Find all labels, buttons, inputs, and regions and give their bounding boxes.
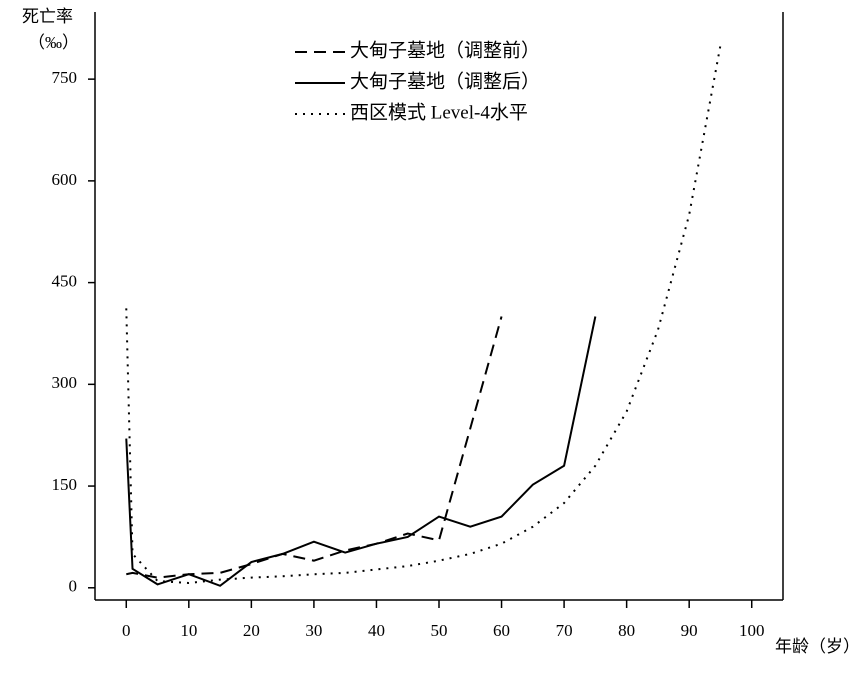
x-tick-label: 50 bbox=[431, 621, 448, 640]
legend-label: 大甸子墓地（调整后） bbox=[350, 70, 540, 92]
x-tick-label: 10 bbox=[180, 621, 197, 640]
x-tick-label: 70 bbox=[556, 621, 573, 640]
x-tick-label: 0 bbox=[122, 621, 131, 640]
y-tick-label: 300 bbox=[52, 373, 78, 392]
x-tick-label: 20 bbox=[243, 621, 260, 640]
y-tick-label: 600 bbox=[52, 170, 78, 189]
x-tick-label: 100 bbox=[739, 621, 765, 640]
series-line bbox=[125, 316, 597, 587]
y-tick-label: 0 bbox=[69, 577, 78, 596]
y-axis-unit: （‰） bbox=[28, 33, 79, 52]
x-tick-label: 80 bbox=[618, 621, 635, 640]
y-tick-label: 750 bbox=[52, 68, 78, 87]
y-axis-title: 死亡率 bbox=[22, 7, 73, 26]
legend-label: 西区模式 Level-4水平 bbox=[350, 101, 528, 123]
legend-label: 大甸子墓地（调整前） bbox=[350, 39, 540, 61]
x-axis-title: 年龄（岁） bbox=[775, 637, 860, 656]
x-tick-label: 40 bbox=[368, 621, 385, 640]
series-line bbox=[126, 316, 503, 579]
series-line bbox=[125, 45, 722, 585]
x-tick-label: 30 bbox=[305, 621, 322, 640]
y-tick-label: 150 bbox=[52, 475, 78, 494]
x-tick-label: 60 bbox=[493, 621, 510, 640]
x-tick-label: 90 bbox=[681, 621, 698, 640]
y-tick-label: 450 bbox=[52, 272, 78, 291]
